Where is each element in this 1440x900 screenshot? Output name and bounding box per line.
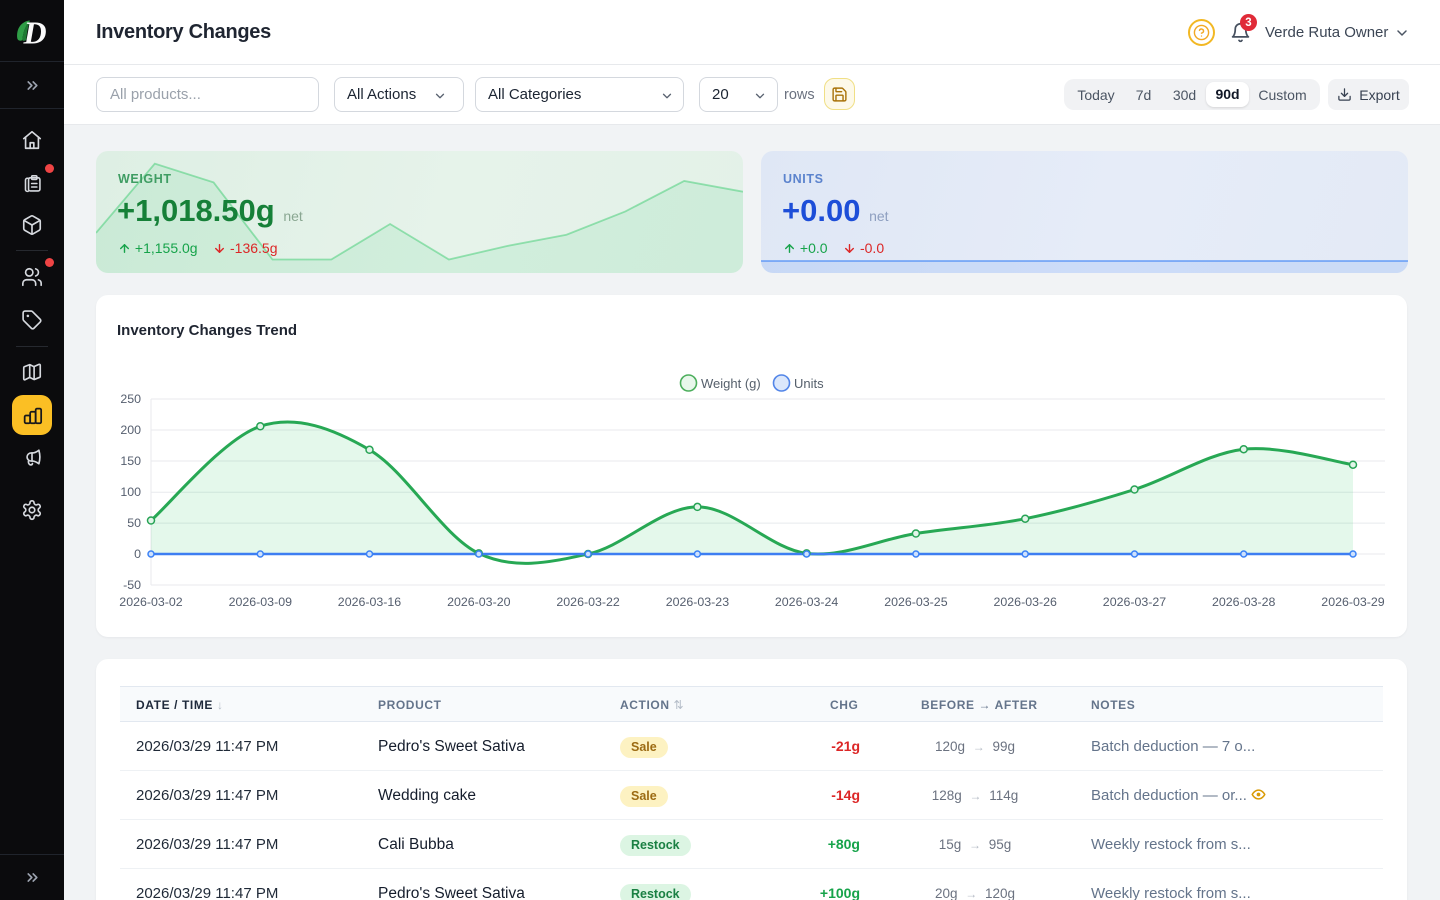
svg-text:2026-03-27: 2026-03-27 xyxy=(1103,595,1166,609)
svg-text:2026-03-02: 2026-03-02 xyxy=(119,595,182,609)
svg-text:-50: -50 xyxy=(123,578,141,592)
svg-text:100: 100 xyxy=(120,485,141,499)
svg-text:2026-03-20: 2026-03-20 xyxy=(447,595,510,609)
svg-text:2026-03-26: 2026-03-26 xyxy=(994,595,1057,609)
svg-text:Units: Units xyxy=(794,376,824,391)
svg-text:0: 0 xyxy=(134,547,141,561)
svg-text:2026-03-23: 2026-03-23 xyxy=(666,595,729,609)
svg-text:150: 150 xyxy=(120,454,141,468)
svg-text:250: 250 xyxy=(120,392,141,406)
svg-text:2026-03-25: 2026-03-25 xyxy=(884,595,947,609)
svg-text:2026-03-22: 2026-03-22 xyxy=(556,595,619,609)
svg-text:2026-03-29: 2026-03-29 xyxy=(1321,595,1384,609)
svg-text:2026-03-09: 2026-03-09 xyxy=(229,595,292,609)
svg-text:200: 200 xyxy=(120,423,141,437)
svg-text:50: 50 xyxy=(127,516,141,530)
svg-text:2026-03-16: 2026-03-16 xyxy=(338,595,401,609)
svg-text:Weight (g): Weight (g) xyxy=(701,376,761,391)
svg-text:2026-03-28: 2026-03-28 xyxy=(1212,595,1275,609)
svg-text:2026-03-24: 2026-03-24 xyxy=(775,595,838,609)
